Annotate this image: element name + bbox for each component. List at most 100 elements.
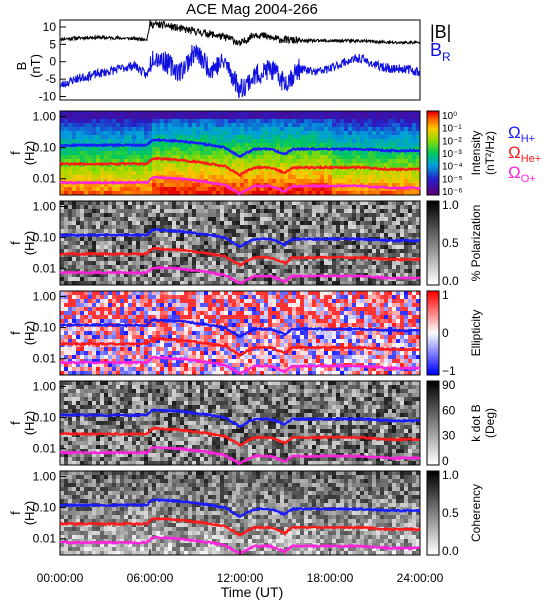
panel-polarization-line-h_plus	[59, 227, 421, 248]
panel-coherency-colorbar-label-0: Coherency	[469, 484, 483, 542]
panel-polarization-colorbar-tick-1: 0.5	[442, 236, 459, 250]
panel-k-dot-b-colorbar-tick-1: 60	[442, 403, 456, 417]
panel-ellipticity-ytick-label-1: 0.10	[33, 321, 57, 335]
panel-coherency-ytick-label-2: 0.01	[33, 532, 57, 546]
panel-coherency-colorbar: 1.0 0.5 0.0 Coherency	[426, 468, 483, 558]
panel-coherency-ytick-label-1: 0.10	[33, 501, 57, 515]
panel-magnetic-field-frame	[59, 19, 421, 101]
panel-polarization-colorbar-tick-2: 0.0	[442, 274, 459, 288]
panel-k-dot-b-ytick-label-2: 0.01	[33, 442, 57, 456]
bfield-ytick-label-3: -5	[45, 72, 56, 86]
panel-polarization-ylabel-2: (Hz)	[22, 231, 37, 256]
panel-k-dot-b-line-he_plus	[59, 426, 421, 448]
panel-magnetic-field-ylabel-2: (nT)	[28, 54, 43, 78]
legend-b-total: |B|	[430, 22, 451, 42]
panel-intensity-line-he_plus	[59, 156, 421, 178]
legend-h-plus: ΩH+	[508, 123, 535, 145]
panel-ellipticity-line-he_plus	[59, 336, 421, 358]
panel-intensity-ylabel-2: (Hz)	[22, 141, 37, 166]
panel-k-dot-b-ylabel-1: f	[8, 421, 23, 425]
panel-intensity-line-o_plus	[59, 175, 421, 196]
panel-intensity-colorbar-tick-3: 10⁻³	[442, 149, 462, 160]
panel-polarization-ytick-label-1: 0.10	[33, 231, 57, 245]
panel-intensity-colorbar-tick-4: 10⁻⁴	[442, 162, 463, 173]
panel-intensity-frame	[59, 110, 421, 196]
panel-intensity-ytick-label-1: 0.10	[33, 141, 57, 155]
x-tick-label-2: 12:00:00	[217, 571, 264, 585]
panel-polarization-colorbar: 1.0 0.5 0.0 % Polarization	[426, 198, 483, 288]
panel-intensity-colorbar-label-1: (nT²/Hz)	[483, 131, 497, 175]
series-b-total	[59, 19, 421, 47]
panel-k-dot-b-colorbar-tick-3: 0	[442, 454, 449, 468]
panel-coherency-line-h_plus	[59, 497, 421, 518]
panel-k-dot-b-ytick-label-0: 1.00	[33, 379, 57, 393]
panel-k-dot-b: 1.00 0.10 0.01 f (Hz) 90 60 30 0 k dot B (Deg)	[8, 378, 497, 468]
panel-intensity-colorbar-tick-0: 10⁰	[442, 111, 457, 122]
figure-title: ACE Mag 2004-266	[186, 1, 318, 18]
bfield-ytick-label-4: -10	[39, 90, 57, 104]
panel-k-dot-b-colorbar-tick-2: 30	[442, 429, 456, 443]
x-axis-label: Time (UT)	[221, 584, 283, 600]
x-tick-label-4: 24:00:00	[397, 571, 444, 585]
panel-k-dot-b-colorbar-label-0: k dot B	[469, 404, 483, 441]
panel-ellipticity-colorbar-tick-1: 0	[442, 326, 449, 340]
panel-polarization-colorbar-label-0: % Polarization	[469, 205, 483, 282]
panel-ellipticity-frame	[59, 290, 421, 376]
panel-coherency: 1.00 0.10 0.01 f (Hz) 1.0 0.5 0.0 Coherency	[8, 468, 483, 558]
panel-k-dot-b-frame	[59, 380, 421, 466]
panel-intensity-line-h_plus	[59, 137, 421, 159]
panel-polarization-line-he_plus	[59, 246, 421, 268]
bfield-ytick-label-2: 0	[49, 55, 56, 69]
panel-coherency-line-he_plus	[59, 516, 421, 537]
panel-polarization-ytick-label-2: 0.01	[33, 262, 57, 276]
bfield-ytick-label-1: 5	[49, 37, 56, 51]
panel-intensity-colorbar-tick-1: 10⁻¹	[442, 124, 462, 135]
x-tick-label-3: 18:00:00	[307, 571, 354, 585]
legend-b-radial: BR	[430, 40, 451, 64]
panel-intensity-colorbar-tick-2: 10⁻²	[442, 136, 462, 147]
panel-polarization-frame	[59, 200, 421, 286]
panel-intensity-ytick-label-2: 0.01	[33, 172, 57, 186]
panel-coherency-colorbar-tick-0: 1.0	[442, 468, 459, 482]
panel-ellipticity-line-o_plus	[59, 355, 421, 375]
panel-intensity-colorbar-label-0: Intensity	[469, 131, 483, 176]
panel-ellipticity-colorbar-tick-2: −1	[442, 364, 456, 378]
panel-coherency-ylabel-2: (Hz)	[22, 501, 37, 526]
x-axis: 00:00:00 06:00:00 12:00:00 18:00:00 24:00:00	[37, 549, 444, 585]
panel-k-dot-b-colorbar: 90 60 30 0 k dot B (Deg)	[426, 378, 497, 468]
series-b-radial	[59, 44, 421, 99]
panel-polarization-ylabel-1: f	[8, 241, 23, 245]
panel-polarization: 1.00 0.10 0.01 f (Hz) 1.0 0.5 0.0 % Polarization	[8, 198, 483, 288]
panel-intensity-colorbar-tick-5: 10⁻⁵	[442, 174, 463, 185]
panel-ellipticity-colorbar-label-0: Ellipticity	[469, 310, 483, 357]
bfield-ytick-label-0: 10	[43, 20, 57, 34]
panel-k-dot-b-ytick-label-1: 0.10	[33, 411, 57, 425]
panel-ellipticity-ylabel-2: (Hz)	[22, 321, 37, 346]
panel-polarization-line-o_plus	[59, 265, 421, 285]
panel-k-dot-b-line-o_plus	[59, 445, 421, 466]
panel-ellipticity-ylabel-1: f	[8, 331, 23, 335]
panel-ellipticity-colorbar-tick-0: 1	[442, 288, 449, 302]
panel-coherency-ylabel-1: f	[8, 511, 23, 515]
panel-coherency-colorbar-tick-1: 0.5	[442, 506, 459, 520]
panel-k-dot-b-ylabel-2: (Hz)	[22, 411, 37, 436]
legend-o-plus: ΩO+	[508, 163, 536, 185]
panel-intensity-colorbar: 10⁰ 10⁻¹10⁻² 10⁻³ 10⁻⁴10⁻⁵ 10⁻⁶ Intensity (nT²…	[426, 110, 497, 198]
panel-coherency-colorbar-tick-2: 0.0	[442, 544, 459, 558]
panel-k-dot-b-colorbar-tick-0: 90	[442, 378, 456, 392]
panel-polarization-colorbar-tick-0: 1.0	[442, 198, 459, 212]
panel-intensity-colorbar-tick-6: 10⁻⁶	[442, 187, 463, 198]
panel-k-dot-b-colorbar-label-1: (Deg)	[483, 408, 497, 438]
panel-magnetic-field-ylabel-1: B	[14, 62, 29, 71]
panel-ellipticity-ytick-label-0: 1.00	[33, 289, 57, 303]
panel-polarization-ytick-label-0: 1.00	[33, 199, 57, 213]
panel-ellipticity-ytick-label-2: 0.01	[33, 352, 57, 366]
panel-magnetic-field: 10 5 0 -5 -10 B (nT) |B| BR	[14, 19, 451, 104]
x-tick-label-1: 06:00:00	[127, 571, 174, 585]
panel-ellipticity: 1.00 0.10 0.01 f (Hz) 1 0 −1 Ellipticity	[8, 288, 483, 378]
legend-he-plus: ΩHe+	[508, 143, 541, 165]
panel-ellipticity-colorbar: 1 0 −1 Ellipticity	[426, 288, 483, 378]
panel-k-dot-b-heatmap	[60, 381, 420, 465]
panel-intensity: 1.00 0.10 0.01 f (Hz) 10⁰ 10⁻¹10⁻² 10⁻³ 10⁻⁴10⁻⁵…	[8, 109, 497, 198]
